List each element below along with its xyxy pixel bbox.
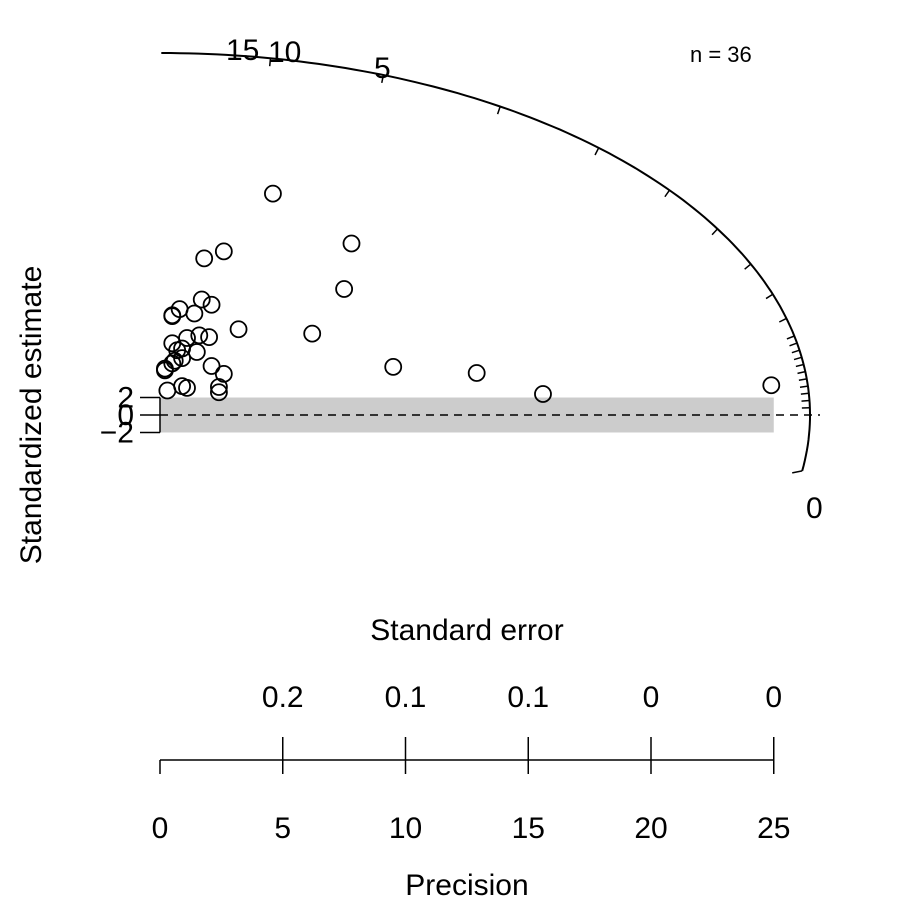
- data-point: [187, 343, 206, 361]
- y-tick-label: 0: [117, 399, 134, 432]
- n-label: n = 36: [690, 42, 752, 67]
- data-point: [156, 361, 174, 380]
- x-tick-label: 5: [274, 812, 291, 845]
- arc-tick: [791, 349, 800, 354]
- arc-tick: [799, 385, 809, 388]
- radial-scale: 15 10 5 0: [161, 34, 823, 525]
- data-point: [185, 304, 204, 323]
- data-point: [173, 349, 191, 368]
- data-point: [264, 184, 282, 203]
- data-point: [384, 357, 403, 376]
- x-tick-label: 0: [152, 812, 169, 845]
- data-points: [156, 184, 781, 403]
- arc-tick: [795, 363, 804, 368]
- data-point: [158, 381, 177, 400]
- x-axis-label: Precision: [405, 869, 528, 902]
- arc-tick: [594, 147, 600, 156]
- confidence-band: [160, 397, 820, 433]
- arc-label: 15: [226, 34, 259, 67]
- data-point: [303, 324, 322, 343]
- arc-tick: [765, 293, 774, 300]
- data-point: [202, 357, 221, 375]
- se-tick-label: 0.2: [262, 681, 304, 714]
- arc-tick: [798, 378, 807, 382]
- data-point: [163, 307, 182, 326]
- data-point: [210, 383, 228, 402]
- arc-label: 0: [806, 492, 823, 525]
- data-point: [178, 378, 196, 397]
- arc-label: 5: [374, 52, 391, 85]
- data-point: [214, 242, 233, 261]
- standard-error-label: Standard error: [370, 614, 563, 647]
- data-point: [202, 295, 221, 314]
- arc-label: 10: [268, 36, 301, 69]
- arc-tick: [381, 74, 385, 84]
- data-point: [192, 290, 211, 309]
- arc-tick: [792, 470, 803, 474]
- data-point: [210, 378, 228, 396]
- radial-arc: [161, 52, 811, 472]
- data-point: [467, 364, 486, 382]
- arc-tick: [789, 342, 798, 347]
- se-tick-label: 0.1: [507, 681, 549, 714]
- arc-tick: [664, 189, 671, 198]
- data-point: [534, 385, 552, 403]
- data-point: [342, 234, 361, 253]
- data-point: [214, 364, 233, 383]
- data-point: [335, 280, 354, 298]
- arc-tick: [797, 370, 806, 375]
- axes: 20−20 5 10 15 20 250.2 0.1 0.1 0 0: [100, 382, 791, 846]
- arc-tick: [744, 263, 752, 270]
- data-point: [229, 320, 248, 339]
- x-tick-label: 20: [634, 812, 667, 845]
- x-tick-label: 25: [757, 812, 790, 845]
- y-tick-label: 2: [117, 382, 134, 415]
- y-axis-label: Standardized estimate: [15, 266, 48, 565]
- arc-tick: [778, 317, 787, 323]
- se-tick-label: 0: [765, 681, 782, 714]
- arc-tick: [800, 392, 809, 395]
- arc-tick: [268, 58, 272, 67]
- arc-tick: [786, 335, 795, 340]
- x-tick-label: 10: [389, 812, 422, 845]
- data-point: [190, 326, 209, 345]
- se-tick-label: 0.1: [385, 681, 427, 714]
- x-tick-label: 15: [512, 812, 545, 845]
- data-point: [762, 376, 781, 395]
- arc-tick: [496, 106, 501, 115]
- arc-tick: [711, 228, 719, 236]
- data-point: [195, 249, 214, 268]
- se-tick-label: 0: [643, 681, 660, 714]
- arc-tick: [801, 399, 810, 402]
- arc-tick: [793, 356, 802, 361]
- y-tick-label: −2: [100, 417, 134, 450]
- data-point: [200, 328, 219, 347]
